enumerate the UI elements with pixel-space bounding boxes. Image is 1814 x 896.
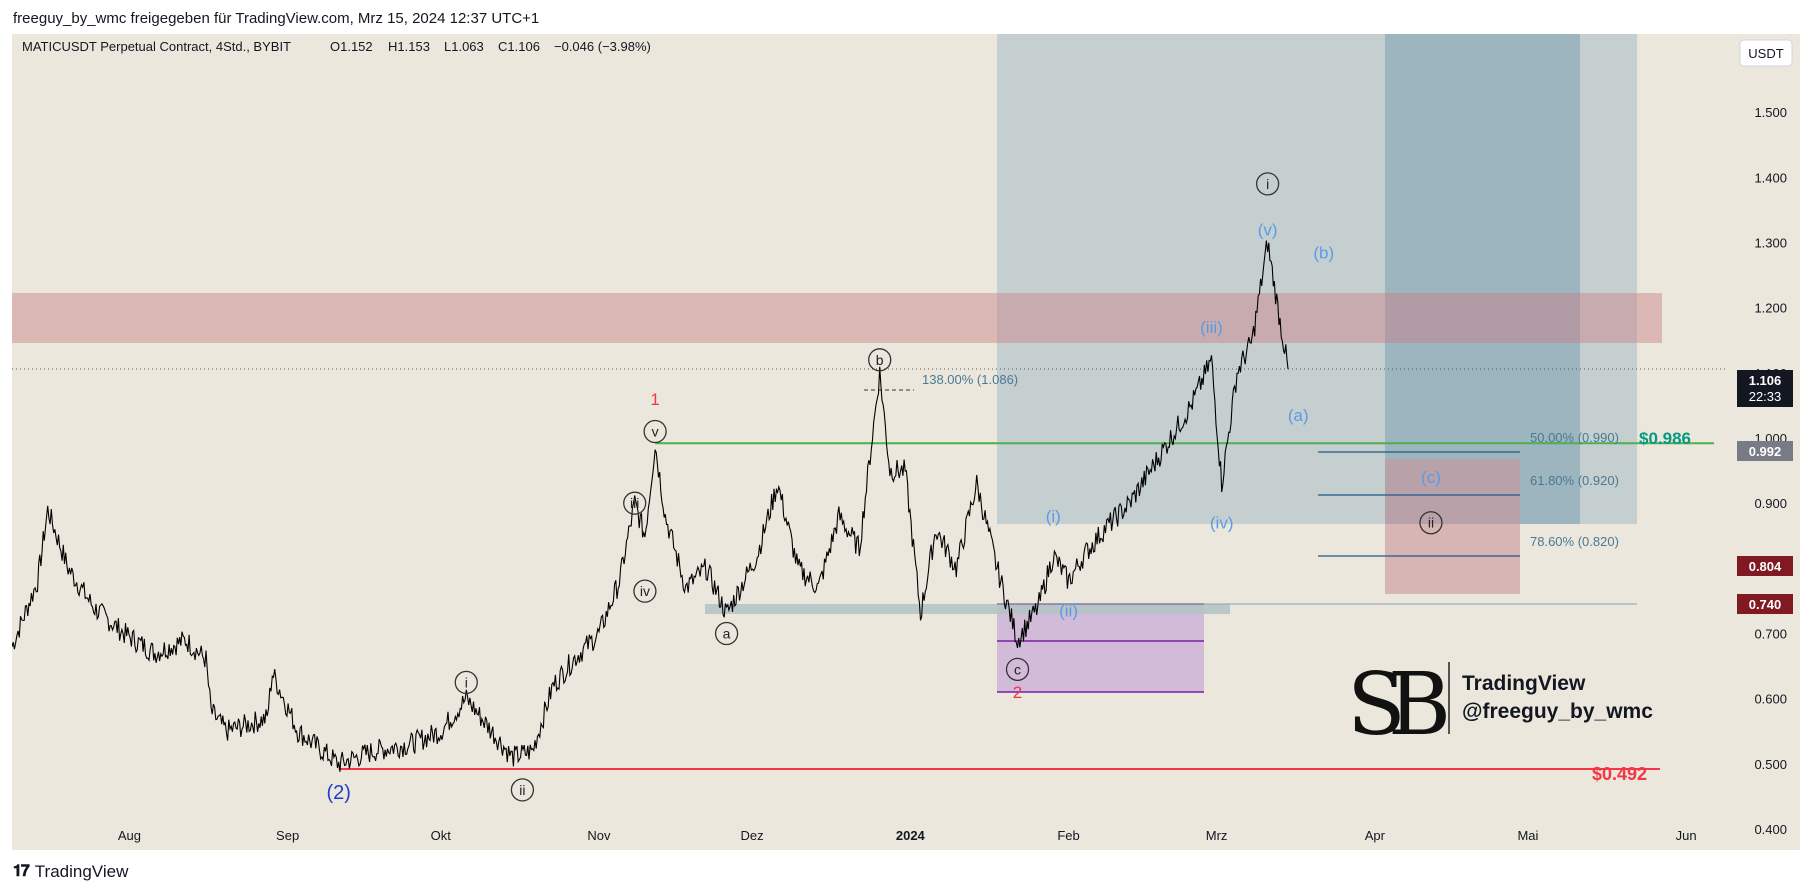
price-992-bg [1737, 441, 1793, 461]
y-tick-label: 1.300 [1754, 236, 1787, 251]
y-tick-label: 0.900 [1754, 496, 1787, 511]
consolidation-bar [705, 604, 1230, 614]
wave-label-circle [623, 491, 647, 515]
series-layer [12, 240, 1289, 772]
wave-label: iii [630, 495, 639, 511]
x-tick-label: Okt [431, 828, 452, 843]
price-current-bg [1737, 370, 1793, 407]
wave-label: a [723, 626, 731, 642]
wave-label-circle [1419, 511, 1443, 535]
x-tick-label: Dez [741, 828, 764, 843]
wave-label: (ii) [1059, 602, 1078, 621]
wave-label: (b) [1313, 243, 1334, 262]
price-804-bg [1737, 556, 1793, 576]
wave-label-circle [868, 348, 892, 372]
wave-label-circle [643, 419, 667, 444]
watermark: SB TradingView @freeguy_by_wmc [1347, 655, 1653, 755]
ohlc-high: H1.153 [388, 39, 430, 54]
y-tick-label: 1.500 [1754, 105, 1787, 120]
price-countdown: 22:33 [1749, 389, 1782, 404]
footer-brand: TradingView [34, 862, 129, 881]
wave-label: 2 [1013, 683, 1022, 702]
x-tick-label: Apr [1365, 828, 1386, 843]
x-tick-label: Feb [1057, 828, 1079, 843]
price-804: 0.804 [1749, 559, 1782, 574]
tradingview-logo-icon: 𝟏𝟕 [13, 863, 30, 880]
wave-label-circle [1005, 657, 1030, 681]
fib-618-label: 61.80% (0.920) [1530, 473, 1619, 488]
price-series-line [12, 240, 1289, 772]
wave-label: i [1266, 176, 1269, 192]
level-layer [12, 368, 1727, 771]
wave-ii-zone [1385, 459, 1520, 594]
wave-label: (iii) [1200, 318, 1223, 337]
target-red-label: $0.492 [1592, 764, 1647, 784]
target-green-label: $0.986 [1639, 429, 1691, 448]
wave-label: b [876, 352, 884, 368]
fib-50-label: 50.00% (0.990) [1530, 430, 1619, 445]
x-tick-label: 2024 [896, 828, 926, 843]
resistance-zone [12, 293, 1662, 343]
x-tick-label: Mai [1517, 828, 1538, 843]
wave-label: v [652, 424, 659, 440]
ohlc-change: −0.046 (−3.98%) [554, 39, 651, 54]
y-tick-label: 0.700 [1754, 627, 1787, 642]
x-tick-label: Jun [1676, 828, 1697, 843]
price-740: 0.740 [1749, 597, 1782, 612]
publish-line: freeguy_by_wmc freigegeben für TradingVi… [13, 10, 540, 27]
wave-label: i [465, 674, 468, 690]
wave-label-circle [510, 778, 535, 802]
wave-label: (c) [1421, 468, 1441, 487]
x-tick-label: Mrz [1206, 828, 1228, 843]
wave-label: (v) [1258, 220, 1278, 239]
wave-layer: 1viiiiviii(2)abc2(i)(ii)(iii)(iv)(v)i(a)… [326, 172, 1443, 804]
watermark-line2: @freeguy_by_wmc [1462, 700, 1653, 723]
wave-label: c [1014, 661, 1021, 677]
fib-138-label: 138.00% (1.086) [922, 372, 1018, 387]
wave-label: ii [1428, 515, 1434, 531]
currency-badge-bg[interactable] [1739, 39, 1793, 67]
wave-label: (i) [1046, 507, 1061, 526]
wave-label-circle [633, 579, 657, 603]
currency-badge[interactable]: USDT [1748, 46, 1783, 61]
x-tick-label: Aug [118, 828, 141, 843]
wave-label-circle [454, 670, 478, 695]
y-tick-label: 0.600 [1754, 692, 1787, 707]
y-tick-label: 1.400 [1754, 170, 1787, 185]
symbol-title: MATICUSDT Perpetual Contract, 4Std., BYB… [22, 39, 291, 54]
x-tick-label: Nov [587, 828, 611, 843]
buy-zone-purple [997, 604, 1204, 692]
wave-label: (a) [1288, 406, 1309, 425]
target-zone-inner [1385, 34, 1580, 524]
wave-label: (2) [326, 782, 350, 804]
wave-label: ii [519, 782, 525, 798]
wave-label: (iv) [1210, 514, 1234, 533]
price-740-bg [1737, 594, 1793, 614]
wave-label: iv [640, 583, 650, 599]
ohlc-low: L1.063 [444, 39, 484, 54]
watermark-logo: SB [1347, 655, 1446, 755]
x-tick-label: Sep [276, 828, 299, 843]
wave-label: 1 [650, 390, 659, 409]
fib-786-label: 78.60% (0.820) [1530, 534, 1619, 549]
watermark-line1: TradingView [1462, 672, 1586, 695]
chart-svg[interactable]: 1.6001.5001.4001.3001.2001.1001.0000.900… [12, 34, 1800, 850]
price-992: 0.992 [1749, 444, 1782, 459]
wave-label-circle [714, 621, 739, 646]
y-tick-label: 0.400 [1754, 822, 1787, 837]
chart-area[interactable]: 1.6001.5001.4001.3001.2001.1001.0000.900… [12, 34, 1800, 850]
ohlc-close: C1.106 [498, 39, 540, 54]
footer-logo[interactable]: 𝟏𝟕 TradingView [13, 862, 128, 882]
y-tick-label: 1.200 [1754, 301, 1787, 316]
price-current: 1.106 [1749, 373, 1782, 388]
wave-label-circle [1255, 172, 1280, 196]
y-tick-label: 0.500 [1754, 757, 1787, 772]
ohlc-open: O1.152 [330, 39, 373, 54]
